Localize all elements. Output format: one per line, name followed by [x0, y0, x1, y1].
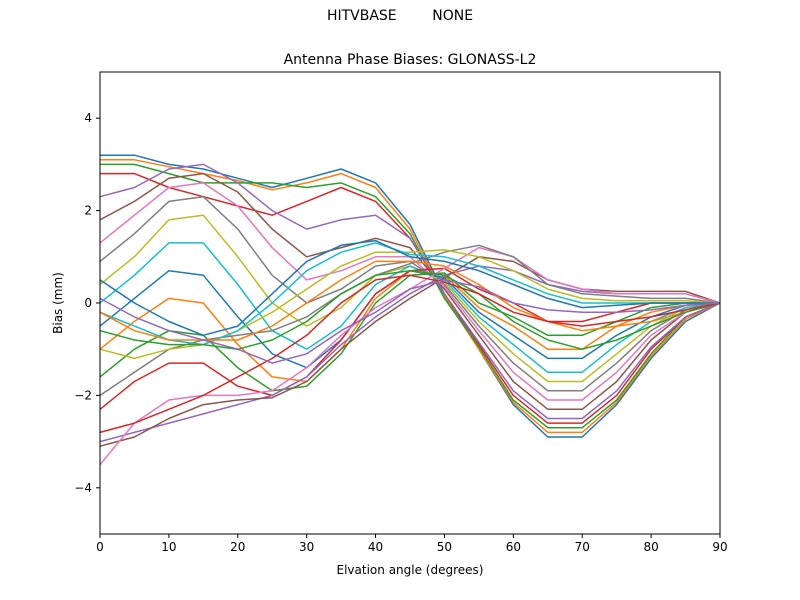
- series-line: [99, 246, 721, 466]
- figure-suptitle: HITVBASE NONE: [326, 8, 474, 24]
- series-line: [99, 239, 720, 337]
- series-layer: [99, 154, 721, 466]
- y-axis-label: Bias (mm): [51, 272, 65, 334]
- x-tick-label: 60: [506, 540, 521, 554]
- series-line: [99, 242, 721, 374]
- series-line: [99, 172, 721, 411]
- x-axis-label: Elvation angle (degrees): [337, 563, 484, 577]
- chart-title: Antenna Phase Biases: GLONASS-L2: [284, 52, 537, 68]
- series-line: [100, 154, 721, 438]
- x-axis: 0 10 20 30 40 50 60 70 80 90: [96, 534, 728, 554]
- y-tick-label: −2: [74, 388, 92, 402]
- x-tick-label: 70: [575, 540, 590, 554]
- series-line: [99, 269, 721, 383]
- series-line: [99, 163, 721, 420]
- x-tick-label: 0: [96, 540, 104, 554]
- x-tick-label: 10: [161, 540, 176, 554]
- series-line: [99, 256, 721, 447]
- x-tick-label: 30: [299, 540, 314, 554]
- series-line: [99, 279, 721, 364]
- y-tick-label: 4: [84, 111, 92, 125]
- x-tick-label: 50: [437, 540, 452, 554]
- x-tick-label: 20: [230, 540, 245, 554]
- series-line: [99, 274, 721, 434]
- y-tick-label: 2: [84, 204, 92, 218]
- y-tick-label: −4: [74, 481, 92, 495]
- y-axis: −4 −2 0 2 4: [74, 111, 100, 495]
- y-tick-label: 0: [84, 296, 92, 310]
- series-line: [99, 269, 721, 350]
- x-tick-label: 40: [368, 540, 383, 554]
- x-tick-label: 80: [643, 540, 658, 554]
- x-tick-label: 90: [712, 540, 727, 554]
